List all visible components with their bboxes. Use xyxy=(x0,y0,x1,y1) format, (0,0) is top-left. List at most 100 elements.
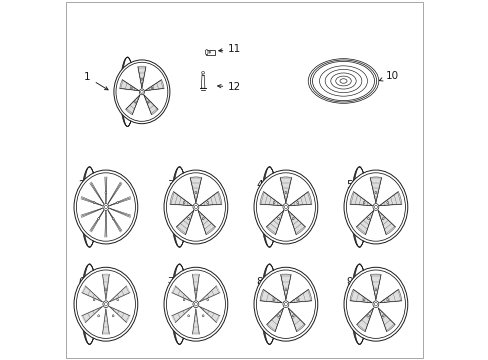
Polygon shape xyxy=(125,95,140,115)
Text: 12: 12 xyxy=(217,82,241,92)
Ellipse shape xyxy=(382,217,383,220)
Polygon shape xyxy=(266,211,283,235)
Ellipse shape xyxy=(183,202,184,204)
Polygon shape xyxy=(356,211,373,235)
Ellipse shape xyxy=(205,50,208,55)
Ellipse shape xyxy=(346,173,405,241)
Ellipse shape xyxy=(258,273,313,336)
Ellipse shape xyxy=(374,302,377,306)
Ellipse shape xyxy=(193,301,199,307)
Ellipse shape xyxy=(296,202,298,204)
Polygon shape xyxy=(145,80,163,91)
Ellipse shape xyxy=(382,315,383,317)
Ellipse shape xyxy=(83,264,96,345)
Ellipse shape xyxy=(77,174,134,240)
Polygon shape xyxy=(199,307,220,323)
Ellipse shape xyxy=(330,73,355,89)
Ellipse shape xyxy=(335,76,350,86)
Polygon shape xyxy=(143,95,158,115)
Ellipse shape xyxy=(187,217,189,220)
Polygon shape xyxy=(192,309,199,334)
Ellipse shape xyxy=(292,315,293,317)
Ellipse shape xyxy=(263,264,276,345)
Polygon shape xyxy=(192,274,199,300)
Ellipse shape xyxy=(283,301,288,307)
Text: 2: 2 xyxy=(78,180,84,193)
Ellipse shape xyxy=(141,90,143,93)
Ellipse shape xyxy=(147,101,149,103)
Ellipse shape xyxy=(374,192,376,194)
Ellipse shape xyxy=(112,315,114,317)
Ellipse shape xyxy=(98,217,99,220)
Ellipse shape xyxy=(386,202,388,204)
Ellipse shape xyxy=(76,270,135,338)
Ellipse shape xyxy=(284,205,287,209)
Text: 7: 7 xyxy=(167,276,173,287)
Ellipse shape xyxy=(352,264,366,345)
Ellipse shape xyxy=(283,204,288,210)
Ellipse shape xyxy=(374,205,377,209)
Polygon shape xyxy=(379,289,401,303)
Polygon shape xyxy=(82,286,102,302)
Ellipse shape xyxy=(348,175,403,239)
Ellipse shape xyxy=(319,66,367,96)
Ellipse shape xyxy=(163,170,227,244)
Ellipse shape xyxy=(103,204,109,210)
Ellipse shape xyxy=(74,267,138,341)
Ellipse shape xyxy=(344,267,407,341)
Ellipse shape xyxy=(117,202,118,204)
Ellipse shape xyxy=(77,271,134,337)
Polygon shape xyxy=(199,192,222,206)
Polygon shape xyxy=(172,286,192,302)
Polygon shape xyxy=(288,308,305,332)
Ellipse shape xyxy=(273,202,274,204)
Polygon shape xyxy=(349,289,371,303)
Ellipse shape xyxy=(258,175,313,239)
Text: 9: 9 xyxy=(346,276,352,287)
Ellipse shape xyxy=(325,69,361,93)
Polygon shape xyxy=(369,177,381,203)
Polygon shape xyxy=(170,192,192,206)
Ellipse shape xyxy=(103,301,109,307)
Ellipse shape xyxy=(79,273,133,336)
Ellipse shape xyxy=(339,79,346,83)
Polygon shape xyxy=(377,211,395,235)
Polygon shape xyxy=(280,274,290,300)
Ellipse shape xyxy=(296,299,298,301)
Ellipse shape xyxy=(104,302,107,306)
Polygon shape xyxy=(266,308,283,332)
Ellipse shape xyxy=(135,101,136,103)
Ellipse shape xyxy=(193,204,199,210)
Ellipse shape xyxy=(273,299,274,301)
Ellipse shape xyxy=(117,299,118,301)
Ellipse shape xyxy=(285,192,286,194)
Ellipse shape xyxy=(141,78,142,80)
Polygon shape xyxy=(260,192,282,206)
Polygon shape xyxy=(82,307,102,323)
Ellipse shape xyxy=(285,289,286,291)
Polygon shape xyxy=(370,274,380,300)
Ellipse shape xyxy=(114,60,169,124)
Ellipse shape xyxy=(122,57,133,127)
Ellipse shape xyxy=(76,173,135,241)
Ellipse shape xyxy=(202,217,203,220)
Polygon shape xyxy=(138,67,145,88)
Ellipse shape xyxy=(348,273,403,336)
Ellipse shape xyxy=(195,192,196,194)
Ellipse shape xyxy=(263,167,276,247)
Ellipse shape xyxy=(167,271,224,337)
Polygon shape xyxy=(190,177,201,203)
Polygon shape xyxy=(201,75,204,88)
Ellipse shape xyxy=(253,267,317,341)
Ellipse shape xyxy=(374,289,376,291)
Ellipse shape xyxy=(277,315,279,317)
Polygon shape xyxy=(349,192,371,206)
Ellipse shape xyxy=(105,192,106,194)
Polygon shape xyxy=(176,211,193,235)
Ellipse shape xyxy=(257,174,314,240)
Ellipse shape xyxy=(163,267,227,341)
Ellipse shape xyxy=(201,72,204,74)
Polygon shape xyxy=(260,289,282,303)
Polygon shape xyxy=(280,177,291,203)
Polygon shape xyxy=(102,274,109,300)
